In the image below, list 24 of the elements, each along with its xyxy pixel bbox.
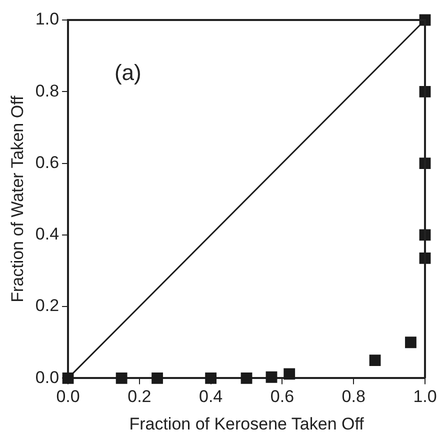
- point: [62, 372, 74, 384]
- x-tick-label: 0.0: [56, 387, 80, 406]
- point: [405, 336, 416, 348]
- point: [266, 371, 278, 383]
- y-tick-label: 0.0: [35, 368, 60, 387]
- y-tick-label: 0.6: [35, 152, 60, 172]
- x-tick-label: 0.6: [270, 387, 294, 406]
- point: [152, 372, 163, 384]
- point: [205, 372, 217, 384]
- y-tick-label: 1.0: [35, 10, 60, 29]
- point: [240, 372, 252, 384]
- x-tick-label: 0.8: [342, 387, 366, 406]
- y-tick-label: 0.4: [35, 224, 60, 244]
- y-tick-label: 0.8: [35, 81, 60, 100]
- y-tick-label: 0.2: [35, 296, 60, 316]
- x-tick-label: 0.4: [199, 387, 223, 406]
- x-tick-label: 0.2: [128, 387, 152, 406]
- x-tick-label: 1.0: [413, 387, 437, 406]
- point: [284, 368, 296, 380]
- x-axis-title: Fraction of Kerosene Taken Off: [129, 414, 364, 434]
- point: [116, 372, 128, 384]
- annotation: (a): [114, 60, 142, 85]
- y-axis-title: Fraction of Water Taken Off: [8, 96, 27, 302]
- point: [369, 354, 381, 366]
